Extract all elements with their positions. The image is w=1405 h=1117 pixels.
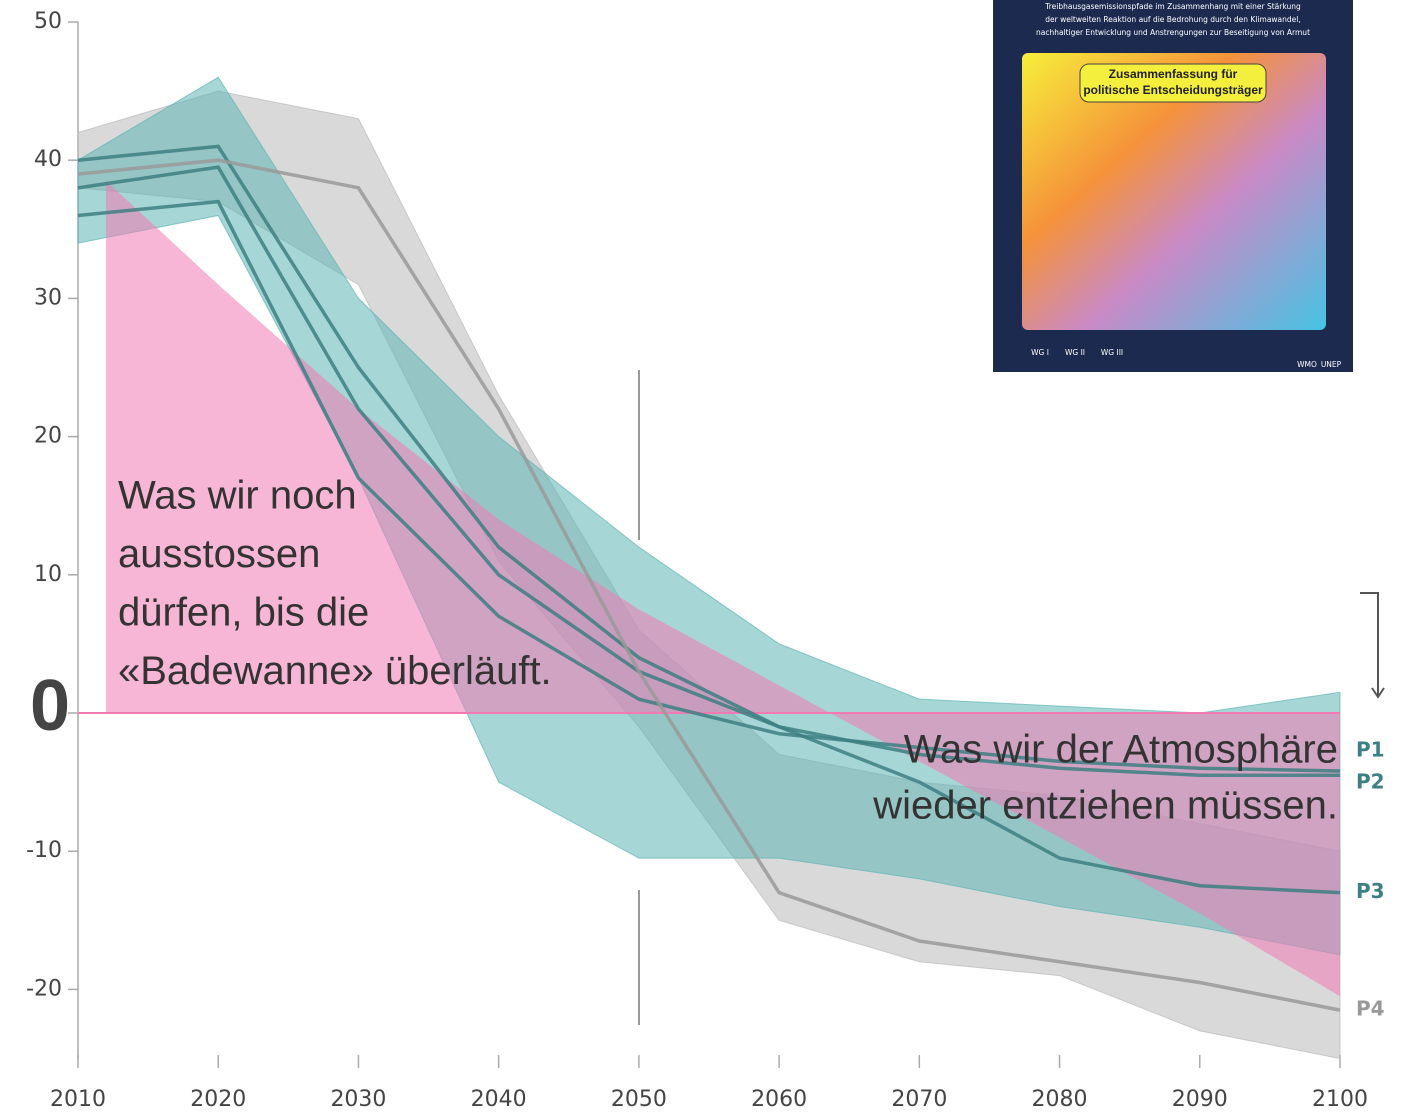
annotation: dürfen, bis die (118, 591, 369, 635)
cover-text: der weltweiten Reaktion auf die Bedrohun… (1045, 15, 1301, 24)
cover-logo: UNEP (1321, 360, 1342, 369)
annotation: wieder entziehen müssen. (872, 784, 1338, 828)
x-tick-label: 2070 (891, 1087, 947, 1112)
series-label: P2 (1356, 770, 1385, 794)
series-label: P4 (1356, 997, 1385, 1021)
y-tick-label: 10 (34, 562, 62, 587)
cover-tag: WG II (1065, 348, 1085, 357)
x-tick-label: 2090 (1172, 1087, 1228, 1112)
y-tick-label: 50 (34, 9, 62, 34)
x-tick-label: 2010 (50, 1087, 106, 1112)
series-label: P1 (1356, 738, 1385, 762)
chart: -20-100102030405020102020203020402050206… (0, 0, 1405, 1117)
x-tick-label: 2040 (471, 1087, 527, 1112)
cover-text: nachhaltiger Entwicklung und Anstrengung… (1036, 28, 1310, 37)
report-cover: Treibhausgasemissionspfade im Zusammenha… (993, 0, 1353, 372)
annotation: Was wir noch (118, 474, 357, 518)
x-tick-label: 2020 (190, 1087, 246, 1112)
x-tick-label: 2080 (1032, 1087, 1088, 1112)
y-tick-label: -20 (26, 976, 62, 1001)
annotation: Was wir der Atmosphäre (904, 728, 1338, 772)
bracket (1360, 593, 1378, 695)
x-tick-label: 2050 (611, 1087, 667, 1112)
x-tick-label: 2060 (751, 1087, 807, 1112)
cover-box-text: politische Entscheidungsträger (1083, 83, 1263, 97)
cover-box-text: Zusammenfassung für (1109, 67, 1238, 81)
cover-tag: WG I (1031, 348, 1049, 357)
y-tick-label: 30 (34, 285, 62, 310)
y-tick-label: 40 (34, 147, 62, 172)
annotation: «Badewanne» überläuft. (118, 649, 552, 693)
x-tick-label: 2100 (1312, 1087, 1368, 1112)
annotation: ausstossen (118, 532, 320, 576)
cover-text: Treibhausgasemissionspfade im Zusammenha… (1044, 2, 1301, 11)
x-tick-label: 2030 (330, 1087, 386, 1112)
y-tick-label: 20 (34, 424, 62, 449)
y-tick-label: 0 (30, 666, 70, 746)
cover-logo: WMO (1297, 360, 1317, 369)
series-label: P3 (1356, 879, 1385, 903)
y-tick-label: -10 (26, 838, 62, 863)
cover-tag: WG III (1101, 348, 1123, 357)
